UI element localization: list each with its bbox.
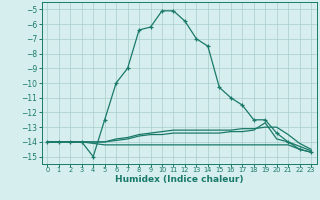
X-axis label: Humidex (Indice chaleur): Humidex (Indice chaleur) xyxy=(115,175,244,184)
